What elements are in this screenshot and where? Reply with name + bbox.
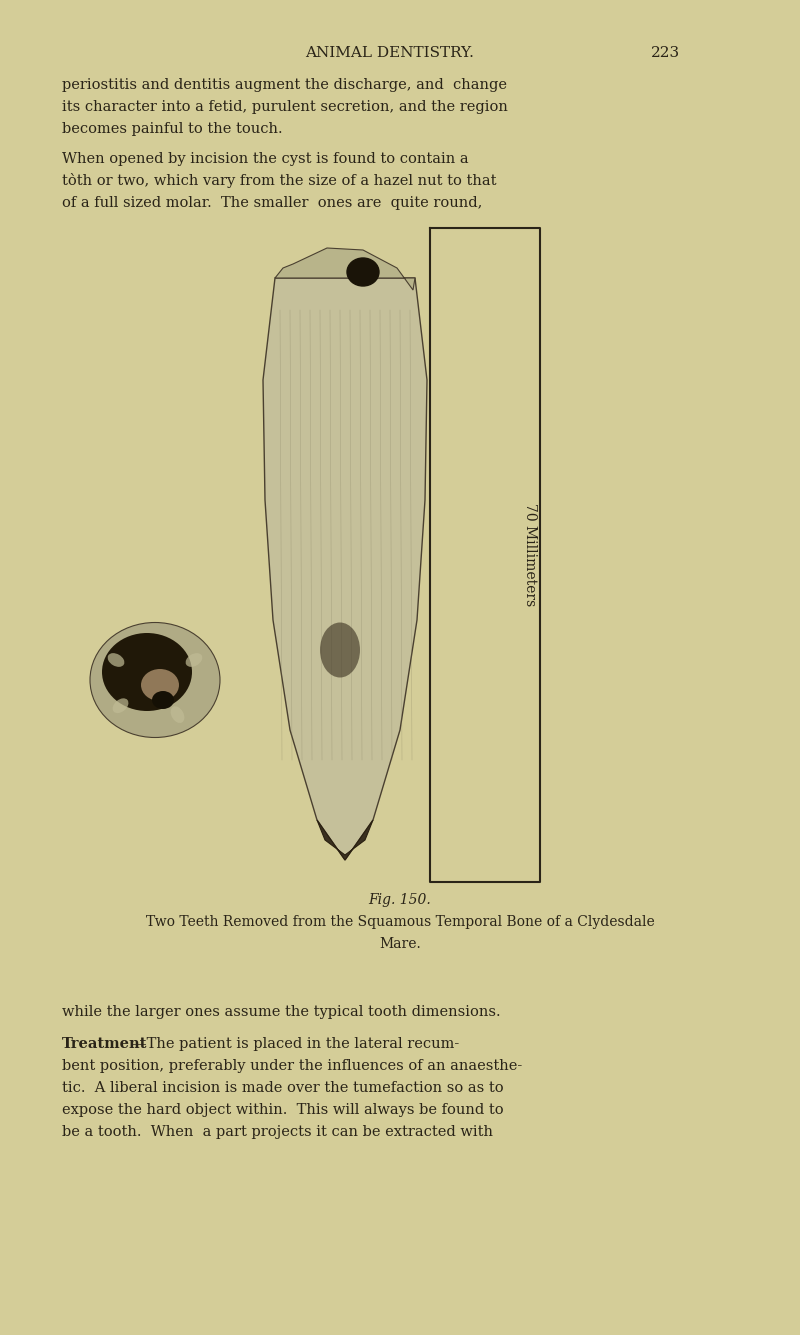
Text: tic.  A liberal incision is made over the tumefaction so as to: tic. A liberal incision is made over the… [62, 1081, 504, 1095]
Text: be a tooth.  When  a part projects it can be extracted with: be a tooth. When a part projects it can … [62, 1125, 493, 1139]
Ellipse shape [141, 669, 179, 701]
Text: tòth or two, which vary from the size of a hazel nut to that: tòth or two, which vary from the size o… [62, 174, 497, 188]
Polygon shape [317, 820, 373, 860]
Ellipse shape [320, 622, 360, 677]
Text: —The patient is placed in the lateral recum-: —The patient is placed in the lateral re… [132, 1037, 459, 1051]
Text: while the larger ones assume the typical tooth dimensions.: while the larger ones assume the typical… [62, 1005, 501, 1019]
Text: expose the hard object within.  This will always be found to: expose the hard object within. This will… [62, 1103, 504, 1117]
Ellipse shape [170, 706, 184, 724]
Ellipse shape [113, 698, 129, 713]
Polygon shape [275, 248, 415, 290]
Text: bent position, preferably under the influences of an anaesthe-: bent position, preferably under the infl… [62, 1059, 522, 1073]
Text: of a full sized molar.  The smaller  ones are  quite round,: of a full sized molar. The smaller ones … [62, 196, 482, 210]
Text: its character into a fetid, purulent secretion, and the region: its character into a fetid, purulent sec… [62, 100, 508, 113]
Text: Mare.: Mare. [379, 937, 421, 951]
Text: Two Teeth Removed from the Squamous Temporal Bone of a Clydesdale: Two Teeth Removed from the Squamous Temp… [146, 914, 654, 929]
Ellipse shape [108, 653, 124, 668]
Ellipse shape [347, 258, 379, 286]
Text: Fig. 150.: Fig. 150. [369, 893, 431, 906]
Text: periostitis and dentitis augment the discharge, and  change: periostitis and dentitis augment the dis… [62, 77, 507, 92]
Text: Treatment: Treatment [62, 1037, 147, 1051]
Text: becomes painful to the touch.: becomes painful to the touch. [62, 121, 282, 136]
Ellipse shape [186, 653, 202, 668]
Ellipse shape [102, 633, 192, 712]
Text: ANIMAL DENTISTRY.: ANIMAL DENTISTRY. [306, 45, 474, 60]
Text: 223: 223 [650, 45, 679, 60]
Text: 70 Millimeters: 70 Millimeters [523, 503, 537, 606]
Ellipse shape [152, 692, 174, 709]
Polygon shape [263, 278, 427, 860]
Text: When opened by incision the cyst is found to contain a: When opened by incision the cyst is foun… [62, 152, 469, 166]
Ellipse shape [90, 622, 220, 737]
